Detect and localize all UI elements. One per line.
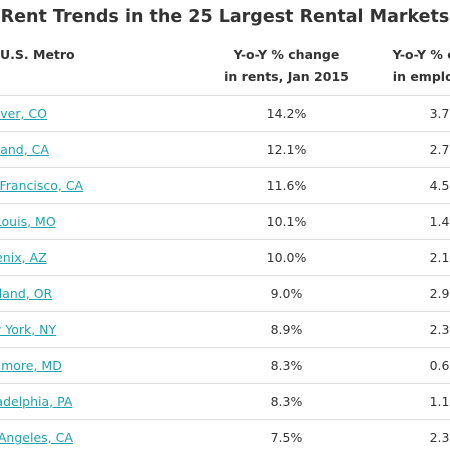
rent-change-cell: 10.1% bbox=[210, 203, 363, 240]
employment-change-cell: 2.3% bbox=[363, 311, 450, 348]
header-employment-change: Y-o-Y % change in employment bbox=[363, 36, 450, 96]
rent-trends-table-container: U.S. Metro Y-o-Y % change in rents, Jan … bbox=[0, 36, 450, 450]
table-row: Denver, CO 14.2% 3.7% bbox=[0, 95, 450, 132]
header-rent-change-line1: Y-o-Y % change bbox=[233, 47, 340, 62]
rent-change-cell: 7.5% bbox=[210, 419, 363, 450]
table-row: Portland, OR 9.0% 2.9% bbox=[0, 275, 450, 312]
rent-change-cell: 8.9% bbox=[210, 311, 363, 348]
employment-change-cell: 1.4% bbox=[363, 203, 450, 240]
employment-change-cell: 2.7% bbox=[363, 131, 450, 168]
metro-link[interactable]: Oakland, CA bbox=[0, 141, 49, 157]
metro-link[interactable]: New York, NY bbox=[0, 321, 57, 337]
employment-change-cell: 2.1% bbox=[363, 239, 450, 276]
table-row: Phoenix, AZ 10.0% 2.1% bbox=[0, 239, 450, 276]
rent-change-cell: 9.0% bbox=[210, 275, 363, 312]
header-metro: U.S. Metro bbox=[0, 36, 210, 96]
employment-change-cell: 2.9% bbox=[363, 275, 450, 312]
employment-change-cell: 1.1% bbox=[363, 383, 450, 420]
metro-link[interactable]: Denver, CO bbox=[0, 105, 47, 121]
table-row: Philadelphia, PA 8.3% 1.1% bbox=[0, 383, 450, 420]
rent-change-cell: 12.1% bbox=[210, 131, 363, 168]
rent-change-cell: 8.3% bbox=[210, 383, 363, 420]
metro-link[interactable]: San Francisco, CA bbox=[0, 177, 84, 193]
header-employment-change-line1: Y-o-Y % change bbox=[392, 47, 450, 62]
metro-link[interactable]: St. Louis, MO bbox=[0, 213, 56, 229]
rent-change-cell: 8.3% bbox=[210, 347, 363, 384]
rent-trends-table: U.S. Metro Y-o-Y % change in rents, Jan … bbox=[0, 36, 450, 450]
metro-link[interactable]: Phoenix, AZ bbox=[0, 249, 47, 265]
employment-change-cell: 4.5% bbox=[363, 167, 450, 204]
header-rent-change: Y-o-Y % change in rents, Jan 2015 bbox=[210, 36, 363, 96]
table-row: Los Angeles, CA 7.5% 2.3% bbox=[0, 419, 450, 450]
rent-change-cell: 11.6% bbox=[210, 167, 363, 204]
table-row: Baltimore, MD 8.3% 0.6% bbox=[0, 347, 450, 384]
header-employment-change-line2: in employment bbox=[392, 69, 450, 84]
header-rent-change-line2: in rents, Jan 2015 bbox=[224, 69, 349, 84]
table-row: New York, NY 8.9% 2.3% bbox=[0, 311, 450, 348]
metro-link[interactable]: Los Angeles, CA bbox=[0, 429, 73, 445]
table-title: Rent Trends in the 25 Largest Rental Mar… bbox=[0, 7, 450, 27]
employment-change-cell: 0.6% bbox=[363, 347, 450, 384]
metro-link[interactable]: Philadelphia, PA bbox=[0, 393, 73, 409]
rent-change-cell: 10.0% bbox=[210, 239, 363, 276]
metro-link[interactable]: Baltimore, MD bbox=[0, 357, 62, 373]
employment-change-cell: 2.3% bbox=[363, 419, 450, 450]
header-row: U.S. Metro Y-o-Y % change in rents, Jan … bbox=[0, 36, 450, 96]
table-row: San Francisco, CA 11.6% 4.5% bbox=[0, 167, 450, 204]
rent-change-cell: 14.2% bbox=[210, 95, 363, 132]
employment-change-cell: 3.7% bbox=[363, 95, 450, 132]
metro-link[interactable]: Portland, OR bbox=[0, 285, 53, 301]
table-row: Oakland, CA 12.1% 2.7% bbox=[0, 131, 450, 168]
table-row: St. Louis, MO 10.1% 1.4% bbox=[0, 203, 450, 240]
